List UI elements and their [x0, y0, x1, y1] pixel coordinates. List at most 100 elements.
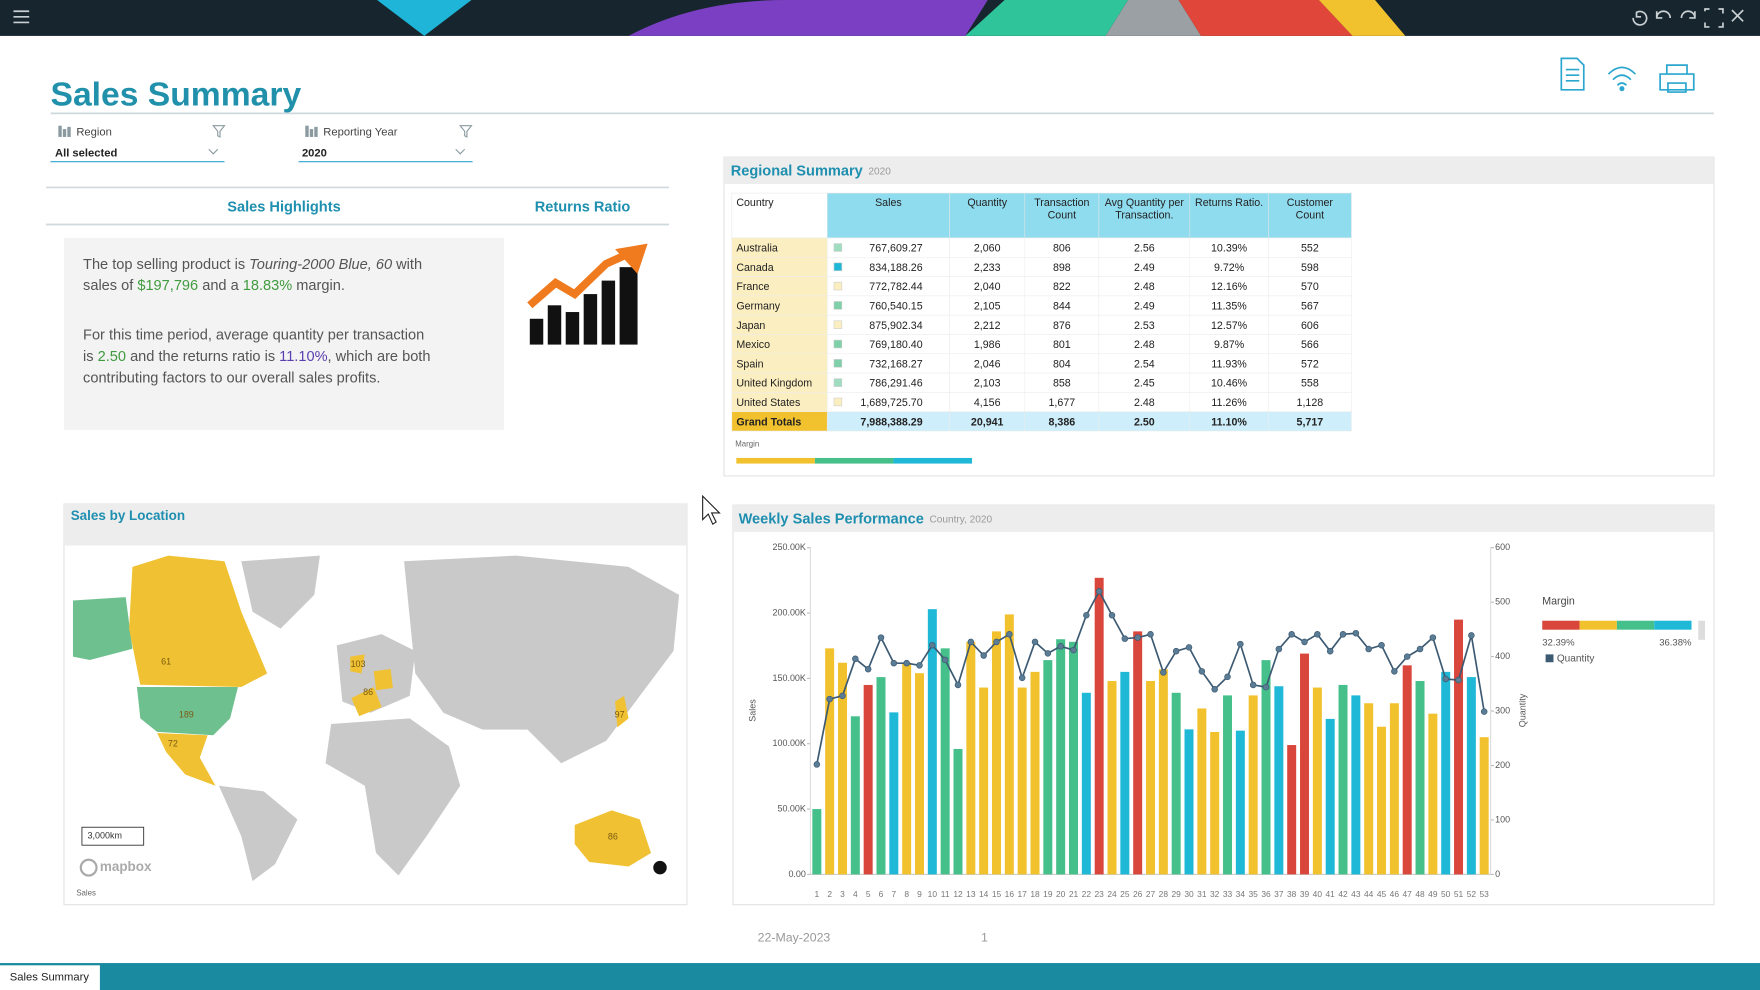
legend-swatch: [1654, 620, 1692, 630]
highlight-text: margin.: [292, 278, 345, 294]
bar: [812, 809, 822, 875]
bar: [1120, 671, 1130, 875]
x-tick-label: 49: [1428, 889, 1438, 899]
cell-text: 10.39%: [1211, 243, 1248, 255]
x-tick-label: 11: [941, 889, 950, 899]
y-tick-label: 150.00K: [772, 673, 805, 683]
table: Country Sales Quantity TransactionCountAvg …: [731, 192, 1352, 432]
cell-text: 7,988,388.29: [860, 416, 922, 428]
x-tick-label: 20: [1056, 889, 1066, 899]
map-label: 189: [179, 709, 194, 719]
x-tick-label: 5: [866, 889, 871, 899]
y2-tick-label: 600: [1495, 542, 1510, 552]
info-icon[interactable]: [653, 860, 667, 875]
cell-text: 11.35%: [1211, 300, 1247, 312]
cell-text: Spain: [736, 358, 763, 370]
legend-scroll: [1698, 620, 1705, 640]
bar: [1261, 660, 1271, 875]
bar: [1325, 718, 1335, 875]
highlight-line: The top selling product is Touring-2000 …: [83, 257, 422, 273]
line-point: [852, 655, 859, 663]
line-point: [1288, 631, 1295, 638]
cell-text: 858: [1053, 378, 1071, 390]
cell-text: 558: [1301, 378, 1319, 390]
filter-icons: [58, 125, 318, 137]
line-point: [1172, 647, 1180, 655]
cell-text: 772,782.44: [869, 281, 922, 293]
line-point: [1416, 645, 1424, 653]
line-point: [890, 659, 898, 667]
bar: [825, 648, 835, 875]
bar: [1004, 614, 1014, 875]
highlights-box: [63, 237, 504, 430]
bar: [1146, 681, 1156, 875]
cell-text: 2,103: [974, 378, 1001, 390]
header-cell: [1098, 192, 1191, 239]
filter-value[interactable]: 2020: [302, 148, 327, 160]
line-point: [1352, 629, 1360, 637]
toolbar-icons[interactable]: [1560, 57, 1695, 93]
highlight-text: For this time period, average quantity p…: [83, 327, 424, 343]
x-tick-label: 23: [1094, 889, 1104, 899]
header-text: Sales: [875, 197, 902, 209]
legend-swatch: [736, 457, 815, 464]
cell-text: Mexico: [736, 339, 770, 351]
highlight-line: For this time period, average quantity p…: [83, 327, 424, 343]
line-point: [1083, 612, 1090, 619]
cell-text: Japan: [736, 320, 765, 332]
cell-text: Canada: [736, 262, 773, 274]
cell-text: 2.56: [1134, 243, 1155, 255]
brand-logo: [79, 858, 98, 877]
panel-header: [732, 505, 1714, 533]
x-tick-label: 13: [966, 889, 976, 899]
line-point: [1134, 634, 1141, 641]
x-tick-label: 10: [928, 889, 938, 899]
header-cell: [1024, 192, 1100, 239]
filter-value[interactable]: All selected: [55, 148, 118, 160]
sheet-tab-label[interactable]: Sales Summary: [10, 972, 90, 984]
filter-label: Reporting Year: [323, 126, 397, 138]
panel-title: Regional Summary 2020: [731, 164, 892, 180]
x-tick-label: 18: [1030, 889, 1040, 899]
cell-text: 2,060: [974, 243, 1001, 255]
filter-clear-icons[interactable]: [208, 125, 473, 155]
bar: [1210, 731, 1220, 875]
line-point: [980, 652, 987, 659]
highlight-line: contributing factors to our overall sale…: [83, 370, 380, 386]
line-point: [1121, 635, 1129, 642]
map-label: 72: [168, 739, 178, 749]
cell-text: 2.48: [1134, 339, 1155, 351]
x-tick-label: 16: [1005, 889, 1015, 899]
line-point: [1006, 631, 1013, 638]
bar: [1030, 671, 1040, 875]
bar: [863, 684, 873, 875]
line-point: [1339, 631, 1347, 638]
window-controls[interactable]: [1632, 8, 1744, 28]
cell-text: 822: [1053, 281, 1071, 293]
map-scale: [81, 826, 145, 846]
bar: [1441, 671, 1451, 875]
filter-label: Region: [76, 126, 112, 138]
cell-text: 12.57%: [1211, 320, 1248, 332]
bar: [953, 748, 963, 875]
line-point: [1070, 646, 1077, 654]
x-tick-label: 43: [1351, 889, 1361, 899]
x-tick-label: 24: [1107, 889, 1117, 899]
map-label: 97: [615, 709, 625, 719]
x-tick-label: 44: [1364, 889, 1374, 899]
cell-text: 801: [1053, 339, 1071, 351]
highlight-text: The top selling product is: [83, 257, 249, 273]
tab[interactable]: Returns Ratio: [535, 200, 631, 216]
x-tick-label: 32: [1210, 889, 1220, 899]
menu-icon[interactable]: [13, 10, 30, 24]
cell-text: 2,105: [974, 300, 1001, 312]
x-tick-label: 22: [1082, 889, 1092, 899]
header-text: Count: [1296, 209, 1324, 221]
sheet-tab[interactable]: [0, 965, 100, 990]
bar: [1043, 660, 1053, 875]
line-point: [916, 662, 923, 669]
tab[interactable]: Sales Highlights: [227, 200, 340, 216]
legend-marker: [1545, 654, 1554, 663]
cell-text: 9.87%: [1214, 339, 1245, 351]
